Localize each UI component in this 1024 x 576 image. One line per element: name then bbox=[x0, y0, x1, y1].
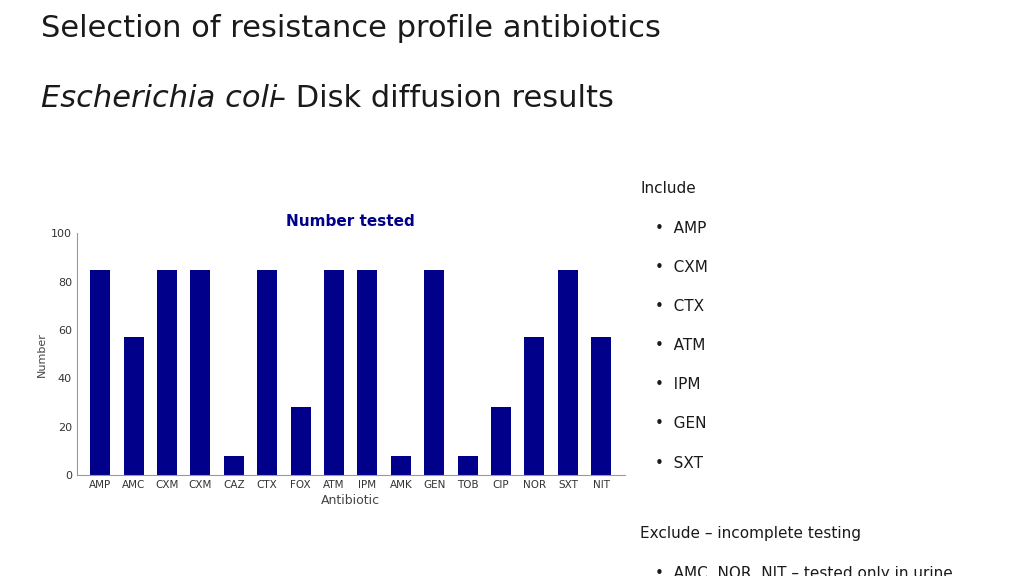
X-axis label: Antibiotic: Antibiotic bbox=[322, 494, 380, 507]
Bar bbox=[458, 456, 477, 475]
Bar bbox=[224, 456, 244, 475]
Y-axis label: Number: Number bbox=[37, 332, 47, 377]
Text: Exclude – incomplete testing: Exclude – incomplete testing bbox=[640, 526, 861, 541]
Bar bbox=[591, 338, 611, 475]
Text: •  ATM: • ATM bbox=[655, 338, 706, 353]
Text: Escherichia coli: Escherichia coli bbox=[41, 84, 278, 112]
Bar bbox=[157, 270, 177, 475]
Text: •  CXM: • CXM bbox=[655, 260, 709, 275]
Bar bbox=[492, 407, 511, 475]
Bar bbox=[90, 270, 111, 475]
Bar bbox=[524, 338, 545, 475]
Bar bbox=[324, 270, 344, 475]
Text: Selection of resistance profile antibiotics: Selection of resistance profile antibiot… bbox=[41, 14, 660, 43]
Bar bbox=[257, 270, 278, 475]
Bar bbox=[424, 270, 444, 475]
Bar bbox=[190, 270, 210, 475]
Bar bbox=[558, 270, 578, 475]
Bar bbox=[291, 407, 310, 475]
Text: Include: Include bbox=[640, 181, 695, 196]
Text: •  CTX: • CTX bbox=[655, 299, 705, 314]
Text: •  AMP: • AMP bbox=[655, 221, 707, 236]
Text: •  IPM: • IPM bbox=[655, 377, 700, 392]
Bar bbox=[124, 338, 143, 475]
Text: •  AMC, NOR, NIT – tested only in urine: • AMC, NOR, NIT – tested only in urine bbox=[655, 566, 953, 576]
Text: •  SXT: • SXT bbox=[655, 456, 703, 471]
Title: Number tested: Number tested bbox=[287, 214, 415, 229]
Text: •  GEN: • GEN bbox=[655, 416, 707, 431]
Bar bbox=[391, 456, 411, 475]
Text: – Disk diffusion results: – Disk diffusion results bbox=[261, 84, 614, 112]
Bar bbox=[357, 270, 378, 475]
